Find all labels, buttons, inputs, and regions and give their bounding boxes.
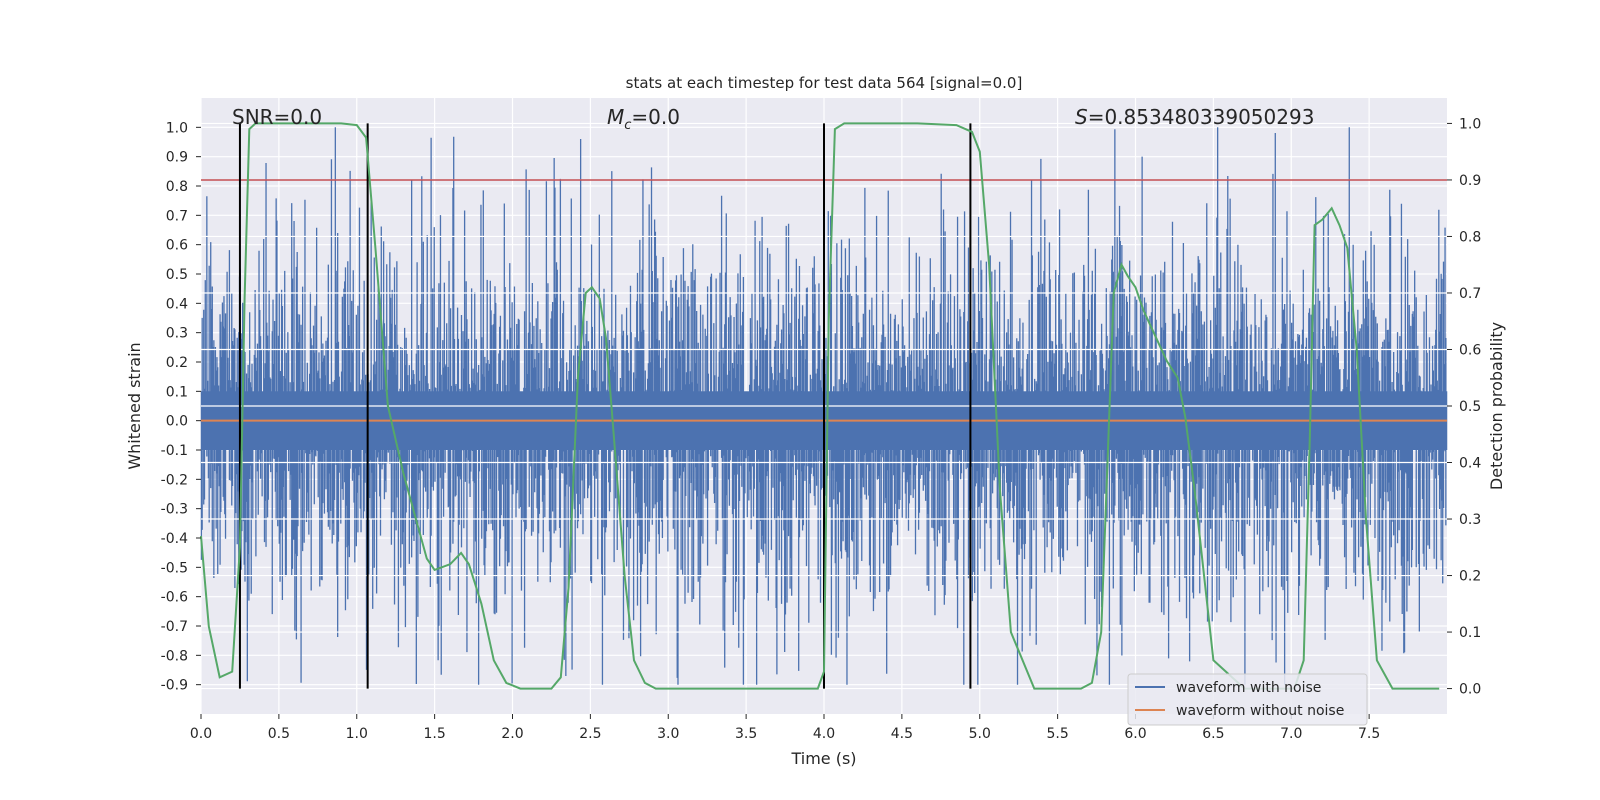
y-right-tick-label: 0.3 [1459, 512, 1481, 528]
x-tick-label: 3.5 [735, 726, 757, 742]
axes: 0.0 0.5 1.0 1.5 2.0 2.5 3.0 3.5 4.0 4.5 5.0 5.5 6.0 6… [161, 116, 1482, 742]
x-tick-label: 5.5 [1046, 726, 1068, 742]
x-tick-label: 6.5 [1202, 726, 1224, 742]
y-left-tick-label: -0.7 [161, 619, 188, 635]
y-right-tick-label: 0.5 [1459, 399, 1481, 415]
chirp-mass-annotation: Mc=0.0 [607, 105, 680, 133]
x-tick-label: 2.0 [501, 726, 523, 742]
snr-annotation: SNR=0.0 [232, 105, 322, 129]
x-tick-label: 7.0 [1280, 726, 1302, 742]
y-right-tick-label: 0.8 [1459, 229, 1481, 245]
y-left-tick-label: 0.1 [166, 384, 188, 400]
y-left-tick-label: -0.8 [161, 648, 188, 664]
x-tick-label: 6.0 [1124, 726, 1146, 742]
x-tick-label: 1.0 [346, 726, 368, 742]
y-left-tick-label: 0.2 [166, 355, 188, 371]
x-tick-label: 1.5 [423, 726, 445, 742]
score-symbol: S [1075, 105, 1088, 129]
x-tick-label: 5.0 [969, 726, 991, 742]
chart-title: stats at each timestep for test data 564… [626, 74, 1023, 92]
y-left-tick-label: -0.4 [161, 531, 188, 547]
y-left-tick-label: -0.1 [161, 443, 188, 459]
y-left-tick-label: 0.8 [166, 179, 188, 195]
x-axis-label: Time (s) [790, 749, 856, 768]
chirp-mass-symbol: M [607, 105, 624, 129]
y-left-tick-label: 0.0 [166, 414, 188, 430]
y-axis-label-left: Whitened strain [125, 342, 144, 469]
y-left-tick-label: 0.3 [166, 326, 188, 342]
y-left-tick-label: 0.5 [166, 267, 188, 283]
x-tick-label: 7.5 [1358, 726, 1380, 742]
y-left-tick-label: -0.6 [161, 590, 188, 606]
legend-label-noisy: waveform with noise [1176, 680, 1321, 696]
y-left-tick-label: -0.3 [161, 502, 188, 518]
y-axis-label-right: Detection probability [1487, 322, 1506, 490]
y-right-tick-label: 1.0 [1459, 116, 1481, 132]
x-tick-label: 4.5 [891, 726, 913, 742]
y-right-tick-label: 0.4 [1459, 456, 1481, 472]
y-left-tick-label: -0.9 [161, 678, 188, 694]
y-left-tick-label: -0.5 [161, 560, 188, 576]
y-right-tick-label: 0.6 [1459, 342, 1481, 358]
legend-box [1127, 673, 1368, 726]
y-left-tick-label: 0.6 [166, 238, 188, 254]
x-tick-label: 2.5 [579, 726, 601, 742]
score-value: =0.853480339050293 [1088, 105, 1315, 129]
y-left-tick-label: 0.4 [166, 296, 188, 312]
x-tick-label: 0.5 [268, 726, 290, 742]
x-tick-label: 4.0 [813, 726, 835, 742]
x-tick-label: 0.0 [190, 726, 212, 742]
y-right-tick-label: 0.7 [1459, 286, 1481, 302]
y-right-tick-label: 0.1 [1459, 625, 1481, 641]
y-left-tick-label: -0.2 [161, 472, 188, 488]
score-annotation: S=0.853480339050293 [1075, 105, 1314, 129]
chirp-mass-subscript: c [624, 118, 631, 133]
y-right-tick-label: 0.9 [1459, 173, 1481, 189]
y-left-tick-label: 0.9 [166, 150, 188, 166]
legend: waveform with noise waveform without noi… [1127, 673, 1368, 726]
y-right-tick-label: 0.2 [1459, 569, 1481, 585]
y-left-tick-label: 1.0 [166, 120, 188, 136]
y-right-tick-label: 0.0 [1459, 682, 1481, 698]
legend-label-clean: waveform without noise [1176, 703, 1344, 719]
x-tick-label: 3.0 [657, 726, 679, 742]
y-left-tick-label: 0.7 [166, 208, 188, 224]
chirp-mass-value: =0.0 [631, 105, 680, 129]
